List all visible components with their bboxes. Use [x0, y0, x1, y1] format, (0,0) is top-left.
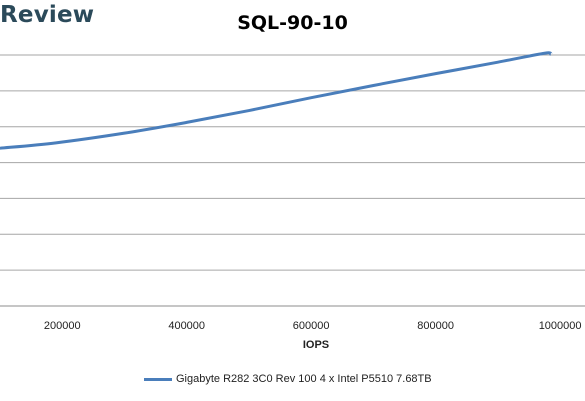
- x-tick-label: 800000: [417, 320, 454, 332]
- x-tick-label: 200000: [44, 320, 81, 332]
- series-line: [0, 51, 553, 150]
- legend-swatch: [144, 377, 172, 381]
- x-axis-label: IOPS: [303, 339, 329, 351]
- gridlines: [0, 54, 585, 307]
- x-tick-label: 1000000: [539, 320, 582, 332]
- legend: Gigabyte R282 3C0 Rev 100 4 x Intel P551…: [144, 371, 432, 387]
- chart-title: SQL-90-10: [237, 12, 348, 34]
- x-tick-label: 600000: [293, 320, 330, 332]
- series-lines: [0, 51, 553, 150]
- brand-logo-text: Review: [0, 2, 95, 28]
- x-tick-labels: 200000 400000 600000 800000 1000000: [44, 320, 582, 332]
- x-tick-label: 400000: [168, 320, 205, 332]
- legend-label: Gigabyte R282 3C0 Rev 100 4 x Intel P551…: [176, 373, 432, 385]
